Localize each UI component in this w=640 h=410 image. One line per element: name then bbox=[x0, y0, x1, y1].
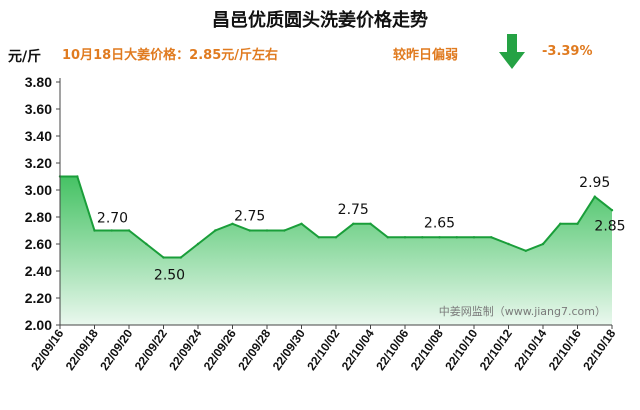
y-tick-label: 3.20 bbox=[25, 155, 52, 171]
down-arrow-icon bbox=[499, 34, 525, 69]
x-tick-label: 22/10/06 bbox=[373, 326, 411, 373]
x-tick-label: 22/10/16 bbox=[546, 326, 584, 373]
data-point bbox=[472, 236, 476, 239]
watermark-text: 中姜网监制（www.jiang7.com） bbox=[439, 304, 606, 318]
x-tick-label: 22/10/02 bbox=[304, 326, 342, 373]
data-label: 2.75 bbox=[234, 209, 265, 225]
x-tick-label: 22/10/08 bbox=[408, 326, 446, 373]
data-point bbox=[369, 222, 372, 225]
data-point bbox=[490, 236, 493, 239]
data-point bbox=[403, 236, 407, 239]
data-point bbox=[317, 236, 320, 239]
y-tick-label: 2.00 bbox=[25, 317, 52, 333]
compare-label: 较昨日偏弱 bbox=[393, 48, 459, 63]
data-point bbox=[438, 236, 441, 239]
x-tick-label: 22/10/18 bbox=[580, 326, 618, 373]
x-tick-label: 22/09/24 bbox=[166, 326, 204, 373]
y-tick-label: 2.40 bbox=[25, 263, 52, 279]
x-tick-label: 22/09/28 bbox=[235, 326, 273, 373]
x-tick-label: 22/10/12 bbox=[477, 326, 515, 373]
x-tick-label: 22/09/16 bbox=[28, 326, 66, 373]
y-tick-label: 3.40 bbox=[25, 128, 52, 144]
data-point bbox=[214, 229, 217, 232]
data-point bbox=[300, 222, 303, 225]
data-point bbox=[265, 229, 269, 232]
chart-title: 昌邑优质圆头洗姜价格走势 bbox=[212, 10, 428, 31]
x-tick-label: 22/09/22 bbox=[132, 326, 170, 373]
data-label: 2.75 bbox=[338, 202, 369, 218]
y-tick-label: 2.20 bbox=[25, 290, 52, 306]
compare-value: -3.39% bbox=[542, 44, 593, 59]
data-label: 2.85 bbox=[594, 218, 625, 234]
data-point bbox=[93, 229, 96, 232]
data-point bbox=[455, 236, 458, 239]
data-point bbox=[196, 242, 200, 246]
data-point bbox=[541, 242, 545, 246]
data-label: 2.50 bbox=[154, 268, 185, 284]
area-fill bbox=[60, 176, 612, 325]
x-tick-label: 22/10/10 bbox=[442, 326, 480, 373]
y-tick-label: 2.60 bbox=[25, 236, 52, 252]
y-tick-label: 3.00 bbox=[25, 182, 52, 198]
price-note: 10月18日大姜价格：2.85元/斤左右 bbox=[62, 48, 279, 63]
data-point bbox=[610, 209, 614, 212]
data-point bbox=[179, 256, 182, 259]
data-point bbox=[386, 236, 389, 239]
data-point bbox=[248, 229, 251, 232]
data-label: 2.65 bbox=[424, 215, 455, 231]
data-point bbox=[110, 229, 114, 232]
data-point bbox=[507, 242, 510, 246]
data-point bbox=[421, 236, 424, 239]
x-tick-label: 22/10/04 bbox=[339, 326, 377, 373]
data-point bbox=[559, 222, 562, 225]
x-tick-label: 22/09/20 bbox=[97, 326, 135, 373]
y-tick-label: 2.80 bbox=[25, 209, 52, 225]
y-axis-unit: 元/斤 bbox=[8, 49, 42, 65]
data-label: 2.95 bbox=[579, 175, 610, 191]
y-tick-label: 3.60 bbox=[25, 101, 52, 117]
data-point bbox=[593, 195, 596, 198]
data-point bbox=[524, 249, 527, 252]
data-point bbox=[76, 175, 79, 178]
y-tick-label: 3.80 bbox=[25, 74, 52, 90]
data-point bbox=[352, 222, 355, 225]
x-tick-label: 22/09/18 bbox=[63, 326, 101, 373]
x-tick-label: 22/09/26 bbox=[201, 326, 239, 373]
x-tick-label: 22/09/30 bbox=[270, 326, 308, 373]
data-point bbox=[145, 242, 148, 246]
x-tick-label: 22/10/14 bbox=[511, 326, 549, 373]
data-point bbox=[231, 222, 234, 225]
data-label: 2.70 bbox=[97, 211, 128, 227]
data-point bbox=[162, 256, 165, 259]
data-point bbox=[127, 229, 131, 232]
data-point bbox=[283, 229, 286, 232]
data-point bbox=[576, 222, 579, 225]
data-point bbox=[334, 236, 338, 239]
